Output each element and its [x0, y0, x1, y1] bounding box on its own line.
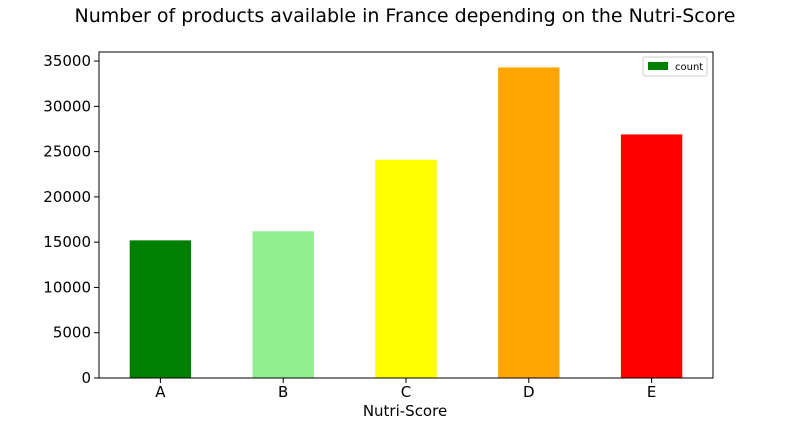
chart-title: Number of products available in France d… — [75, 5, 736, 27]
y-tick-label: 5000 — [53, 324, 91, 342]
x-tick-label: C — [401, 383, 411, 401]
y-tick-label: 20000 — [43, 188, 91, 206]
legend-swatch — [648, 62, 668, 70]
bar-a — [129, 240, 192, 378]
plot-area: 0 5000 10000 15000 20000 25000 30000 35000 A B C D E… — [43, 51, 714, 401]
bar-b — [252, 231, 314, 378]
y-tick-label: 0 — [81, 369, 91, 387]
legend-box — [642, 56, 708, 77]
x-tick-label: E — [647, 383, 656, 401]
bar-e — [620, 134, 683, 378]
y-tick-label: 25000 — [43, 143, 91, 161]
y-tick-label: 10000 — [43, 278, 91, 296]
y-tick-label: 15000 — [43, 233, 91, 251]
x-tick-label: D — [523, 383, 535, 401]
x-tick-label: A — [155, 383, 166, 401]
bar-d — [498, 67, 560, 379]
legend-label: count — [675, 62, 703, 73]
x-axis-label: Nutri-Score — [363, 402, 447, 420]
y-tick-label: 35000 — [43, 52, 91, 70]
bar-c — [375, 159, 437, 378]
y-tick-label: 30000 — [43, 97, 91, 115]
x-tick-label: B — [278, 383, 288, 401]
